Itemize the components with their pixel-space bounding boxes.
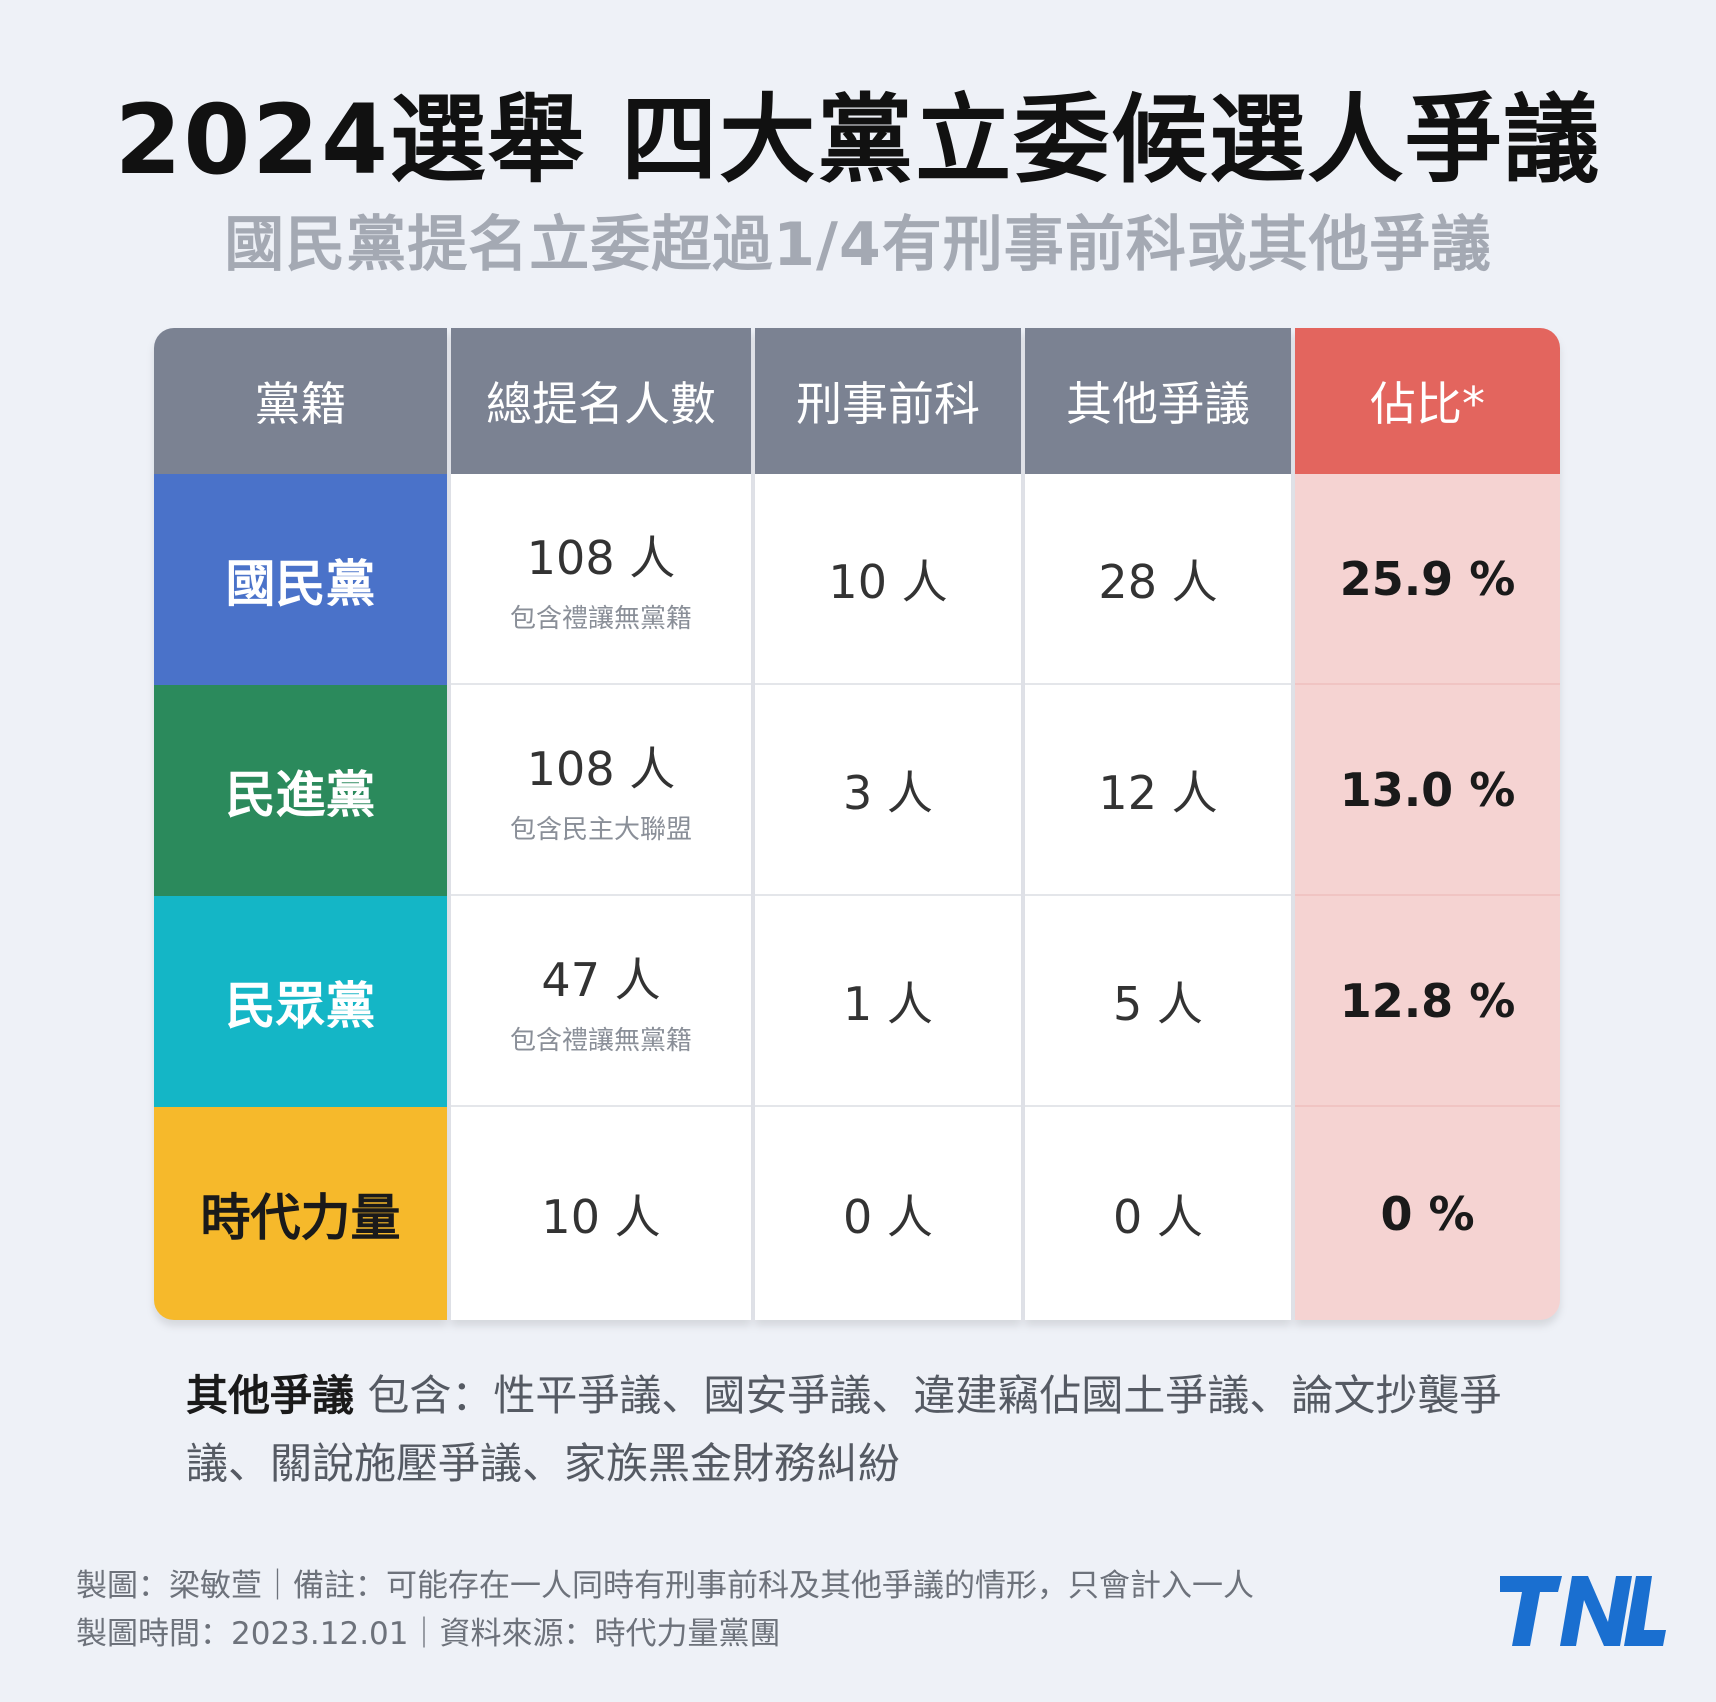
header-criminal: 刑事前科 [755,328,1021,474]
cell-other: 0 人 [1025,1107,1291,1320]
cell-other: 28 人 [1025,474,1291,685]
tnl-logo [1500,1576,1666,1646]
page-title: 2024選舉 四大黨立委候選人爭議 [114,84,1602,196]
cell-total: 10 人 [451,1107,751,1320]
cell-criminal: 1 人 [755,896,1021,1107]
cell-percentage: 13.0 % [1295,685,1560,896]
party-npp: 時代力量 [154,1107,447,1320]
cell-total: 108 人 包含禮讓無黨籍 [451,474,751,685]
cell-percentage: 25.9 % [1295,474,1560,685]
total-value: 10 人 [541,1189,661,1244]
party-dpp: 民進黨 [154,685,447,896]
header-percentage: 佔比* [1295,328,1560,474]
header-party: 黨籍 [154,328,447,474]
footer-source: 製圖時間：2023.12.01｜資料來源：時代力量黨團 [76,1616,781,1652]
cell-percentage: 0 % [1295,1107,1560,1320]
total-value: 108 人 [526,742,676,796]
party-kmt: 國民黨 [154,474,447,685]
total-value: 47 人 [541,953,661,1007]
footer-credit: 製圖：梁敏萱｜備註：可能存在一人同時有刑事前科及其他爭議的情形，只會計入一人 [76,1568,1254,1604]
total-value: 108 人 [526,531,676,585]
cell-criminal: 10 人 [755,474,1021,685]
page-subtitle: 國民黨提名立委超過1/4有刑事前科或其他爭議 [224,210,1492,280]
cell-criminal: 0 人 [755,1107,1021,1320]
cell-criminal: 3 人 [755,685,1021,896]
total-note: 包含禮讓無黨籍 [509,1026,692,1056]
other-note-text: 包含：性平爭議、國安爭議、違建竊佔國土爭議、論文抄襲爭議、關說施壓爭議、家族黑金… [186,1371,1502,1488]
cell-other: 5 人 [1025,896,1291,1107]
total-note: 包含民主大聯盟 [509,815,692,845]
party-tpp: 民眾黨 [154,896,447,1107]
cell-other: 12 人 [1025,685,1291,896]
cell-percentage: 12.8 % [1295,896,1560,1107]
other-note-label: 其他爭議 [186,1371,355,1420]
header-total: 總提名人數 [451,328,751,474]
footer: 製圖：梁敏萱｜備註：可能存在一人同時有刑事前科及其他爭議的情形，只會計入一人 製… [76,1562,1376,1658]
cell-total: 47 人 包含禮讓無黨籍 [451,896,751,1107]
cell-total: 108 人 包含民主大聯盟 [451,685,751,896]
other-controversies-note: 其他爭議 包含：性平爭議、國安爭議、違建竊佔國土爭議、論文抄襲爭議、關說施壓爭議… [186,1362,1566,1498]
candidate-table: 黨籍 總提名人數 刑事前科 其他爭議 佔比* 國民黨 108 人 包含禮讓無黨籍… [154,328,1562,1320]
header-other: 其他爭議 [1025,328,1291,474]
total-note: 包含禮讓無黨籍 [509,604,692,634]
